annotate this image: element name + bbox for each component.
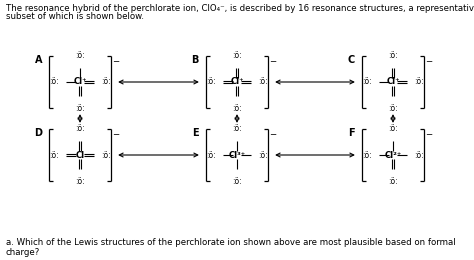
Text: −: − <box>112 56 119 65</box>
Text: Cl⁺: Cl⁺ <box>230 77 244 87</box>
Text: :ö:: :ö: <box>388 51 398 60</box>
Text: :ö:: :ö: <box>258 77 268 87</box>
Text: Cl⁺: Cl⁺ <box>73 77 87 87</box>
Text: −: − <box>425 129 432 138</box>
Text: −: − <box>112 129 119 138</box>
Text: :ö:: :ö: <box>49 77 59 87</box>
Text: A: A <box>35 55 42 65</box>
Text: :ö:: :ö: <box>75 51 85 60</box>
Text: :ö:: :ö: <box>363 77 372 87</box>
Text: The resonance hybrid of the perchlorate ion, ClO₄⁻, is described by 16 resonance: The resonance hybrid of the perchlorate … <box>6 4 474 13</box>
Text: :ö:: :ö: <box>232 124 242 133</box>
Text: :ö:: :ö: <box>75 104 85 113</box>
Text: subset of which is shown below.: subset of which is shown below. <box>6 12 144 21</box>
Text: −: − <box>269 56 276 65</box>
Text: :ö:: :ö: <box>75 177 85 186</box>
Text: E: E <box>192 128 199 138</box>
Text: :ö:: :ö: <box>232 51 242 60</box>
Text: :ö:: :ö: <box>206 151 216 159</box>
Text: Cl⁺: Cl⁺ <box>386 77 400 87</box>
Text: :ö:: :ö: <box>75 124 85 133</box>
Text: :ö:: :ö: <box>388 104 398 113</box>
Text: −: − <box>269 129 276 138</box>
Text: :ö:: :ö: <box>388 177 398 186</box>
Text: B: B <box>191 55 199 65</box>
Text: :ö:: :ö: <box>49 151 59 159</box>
Text: Cl: Cl <box>75 151 84 159</box>
Text: :ö:: :ö: <box>363 151 372 159</box>
Text: Cl²⁺: Cl²⁺ <box>384 151 401 159</box>
Text: :ö:: :ö: <box>101 151 110 159</box>
Text: D: D <box>34 128 42 138</box>
Text: F: F <box>348 128 355 138</box>
Text: :ö:: :ö: <box>388 124 398 133</box>
Text: :ö:: :ö: <box>206 77 216 87</box>
Text: :ö:: :ö: <box>232 104 242 113</box>
Text: Cl³⁺: Cl³⁺ <box>228 151 246 159</box>
Text: :ö:: :ö: <box>101 77 110 87</box>
Text: :ö:: :ö: <box>414 77 424 87</box>
Text: :ö:: :ö: <box>414 151 424 159</box>
Text: :ö:: :ö: <box>232 177 242 186</box>
Text: −: − <box>425 56 432 65</box>
Text: :ö:: :ö: <box>258 151 268 159</box>
Text: a. Which of the Lewis structures of the perchlorate ion shown above are most pla: a. Which of the Lewis structures of the … <box>6 238 456 257</box>
Text: C: C <box>348 55 355 65</box>
